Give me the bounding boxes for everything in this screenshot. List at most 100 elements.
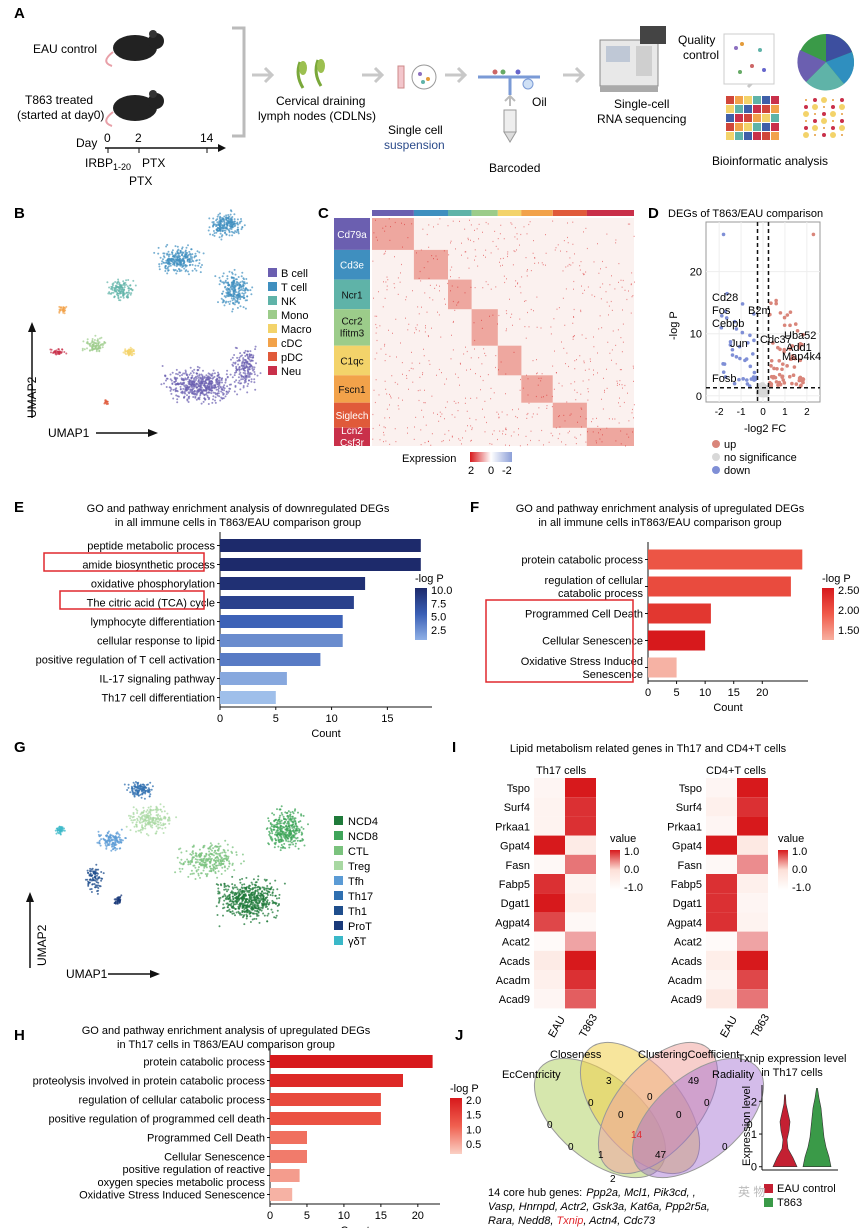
heatmap-c-speck (585, 271, 587, 273)
mini-dot (822, 112, 826, 116)
umap-point (245, 913, 248, 916)
heatmap-c-speck (490, 398, 492, 400)
heatmap-c-speck (525, 337, 527, 339)
heatmap-c-speck (465, 430, 467, 432)
legend-swatch (268, 296, 277, 305)
heatmap-c-speck (451, 334, 452, 336)
umap-point (195, 377, 198, 380)
umap-point (285, 829, 288, 832)
umap-point (289, 840, 292, 843)
heatmap-c-speck (423, 402, 425, 404)
bar-legend-bar (415, 588, 427, 640)
umap-point (266, 892, 268, 895)
volcano-point-up (811, 232, 816, 237)
umap-point (277, 836, 280, 839)
umap-point (198, 848, 201, 851)
umap-point (175, 272, 178, 275)
umap-point (239, 371, 242, 374)
umap-point (270, 886, 273, 889)
umap-point (188, 250, 191, 253)
umap-point (218, 387, 220, 390)
volcano-point-ns (761, 383, 765, 387)
heatmap-c-speck (536, 373, 537, 375)
umap-point (186, 394, 188, 397)
heatmap-c-speck (383, 426, 385, 428)
heatmap-c-speck (600, 429, 601, 431)
heatmap-c-speck (375, 323, 377, 326)
umap-point (290, 830, 293, 833)
umap-point (232, 900, 235, 903)
volcano-gene-label: Add1 (786, 342, 812, 354)
umap-point (278, 897, 281, 900)
heatmap-c-speck (397, 293, 399, 295)
umap-point (262, 897, 265, 900)
umap-point (272, 901, 275, 904)
umap-point (227, 300, 230, 303)
umap-point (219, 226, 222, 229)
heatmap-c-speck (415, 416, 417, 418)
umap-point (242, 287, 245, 290)
umap-point (159, 815, 161, 817)
heatmap-c-speck (431, 255, 433, 257)
umap-point (234, 886, 236, 889)
umap-point (192, 844, 195, 847)
heatmap-c-speck (538, 439, 540, 442)
umap-point (251, 883, 254, 886)
umap-point (223, 899, 226, 902)
umap-point (114, 901, 117, 904)
umap-point (140, 831, 143, 834)
heatmap-c-speck (474, 348, 475, 350)
umap-point (221, 895, 224, 898)
heatmap-c-speck (532, 252, 534, 254)
umap-point (200, 872, 202, 875)
heatmap-c-speck (512, 324, 513, 326)
umap-point (223, 882, 226, 885)
heatmap-c-speck (621, 286, 623, 288)
umap-point (297, 821, 300, 823)
umap-point (112, 848, 115, 850)
umap-point (212, 847, 215, 850)
heatmap-c-speck (450, 240, 452, 242)
heatmap-c-speck (631, 296, 633, 298)
umap-point (230, 284, 233, 287)
umap-point (136, 809, 139, 812)
heatmap-c-speck (562, 297, 564, 299)
umap-point (169, 378, 172, 381)
umap-point (218, 223, 220, 226)
umap-point (276, 808, 278, 811)
umap-point (237, 376, 240, 379)
umap-point (141, 793, 144, 796)
umap-point (214, 861, 217, 864)
umap-point (223, 857, 225, 860)
heatmap-c-speck (423, 267, 425, 269)
umap-point (127, 786, 130, 789)
umap-point (216, 374, 219, 377)
heatmap-c-speck (437, 413, 438, 415)
umap-point (275, 818, 278, 821)
umap-point (233, 232, 236, 234)
umap-point (63, 827, 65, 830)
heatmap-icon (726, 96, 779, 140)
volcano-point-down (734, 354, 739, 359)
umap-point (219, 845, 222, 848)
heatmap-c-speck (618, 263, 620, 265)
umap-point (116, 840, 119, 843)
umap-point (133, 791, 136, 794)
umap-point (257, 914, 260, 917)
heatmap-c-speck (459, 439, 461, 441)
umap-point (220, 873, 223, 875)
heatmap-c-speck (398, 408, 400, 410)
umap-point (280, 827, 283, 830)
heatmap-c-speck (592, 418, 594, 420)
umap-point (209, 233, 212, 236)
umap-point (231, 912, 234, 915)
umap-point (167, 269, 170, 272)
umap-point (235, 291, 238, 294)
heatmap-c-speck (606, 387, 608, 389)
umap-point (132, 813, 135, 816)
umap-point (260, 906, 263, 909)
heatmap-c-speck (389, 417, 390, 419)
heatmap-c-speck (421, 409, 423, 411)
umap-point (226, 224, 229, 227)
heatmap-c-speck (542, 264, 544, 266)
